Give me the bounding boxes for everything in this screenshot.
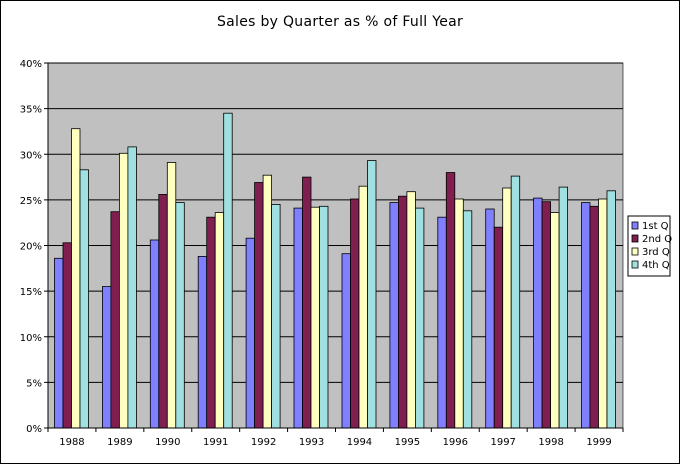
bar-3rd-q <box>358 185 368 429</box>
bar-4th-q <box>223 112 233 429</box>
y-tick-label: 0% <box>26 424 42 435</box>
bar-4th-q <box>510 175 521 429</box>
bar-4th-q <box>127 146 137 429</box>
bar-3rd-q <box>598 198 608 429</box>
bar-1st-q <box>341 253 351 429</box>
bar-1st-q <box>389 202 399 429</box>
x-tick-label: 1991 <box>203 437 228 448</box>
y-tick-label: 25% <box>20 196 42 207</box>
bar-2nd-q <box>62 242 72 429</box>
bar-2nd-q <box>350 198 360 429</box>
bar-1st-q <box>197 255 208 429</box>
legend: 1st Q 2nd Q 3rd Q 4th Q <box>627 215 672 277</box>
bar-1st-q <box>245 237 256 429</box>
legend-swatch <box>631 234 639 243</box>
bar-4th-q <box>319 205 329 429</box>
bar-1st-q <box>581 202 591 429</box>
bar-4th-q <box>414 207 425 429</box>
bar-3rd-q <box>502 187 512 429</box>
x-tick-label: 1999 <box>586 437 611 448</box>
y-tick-label: 40% <box>20 59 42 70</box>
bar-4th-q <box>606 190 616 429</box>
bar-3rd-q <box>310 206 320 429</box>
bar-4th-q <box>558 186 568 429</box>
bar-2nd-q <box>541 201 551 429</box>
x-tick-label: 1988 <box>59 437 84 448</box>
legend-swatch <box>631 260 639 269</box>
bar-1st-q <box>485 208 495 429</box>
bar-2nd-q <box>206 216 216 429</box>
x-tick-label: 1989 <box>107 437 132 448</box>
y-tick-label: 15% <box>20 287 42 298</box>
x-tick-label: 1996 <box>443 437 468 448</box>
bar-4th-q <box>271 203 281 429</box>
y-tick-label: 5% <box>26 378 42 389</box>
x-tick-label: 1998 <box>538 437 563 448</box>
bar-2nd-q <box>445 172 456 429</box>
bar-2nd-q <box>302 176 312 429</box>
y-tick-label: 20% <box>20 242 42 253</box>
bar-3rd-q <box>71 128 81 429</box>
bars <box>54 112 616 429</box>
bar-3rd-q <box>406 191 416 429</box>
bar-4th-q <box>367 160 377 429</box>
legend-swatch <box>631 247 639 256</box>
axes: 0% 5% 10% 15% 20% 25% 30% 35% 40% 1988 1989 1990 199… <box>20 59 624 448</box>
x-tick-label: 1994 <box>347 437 372 448</box>
y-tick-label: 35% <box>20 105 42 116</box>
y-tick-label: 30% <box>20 150 42 161</box>
bar-3rd-q <box>454 198 464 429</box>
legend-label: 4th Q <box>642 260 670 271</box>
bar-2nd-q <box>589 205 599 429</box>
bar-3rd-q <box>119 152 129 429</box>
bar-3rd-q <box>262 174 273 429</box>
bar-1st-q <box>102 286 112 429</box>
bar-1st-q <box>437 216 447 429</box>
bar-2nd-q <box>254 182 264 429</box>
bar-1st-q <box>54 257 64 429</box>
chart-title: Sales by Quarter as % of Full Year <box>216 14 464 30</box>
bar-1st-q <box>293 207 303 429</box>
x-tick-label: 1990 <box>155 437 180 448</box>
bar-4th-q <box>175 202 185 429</box>
legend-label: 2nd Q <box>642 234 672 245</box>
bar-2nd-q <box>397 195 408 429</box>
y-tick-label: 10% <box>20 333 42 344</box>
plot-border <box>47 62 624 429</box>
bar-2nd-q <box>493 226 504 429</box>
bar-4th-q <box>79 169 89 429</box>
bar-1st-q <box>533 197 543 429</box>
bar-3rd-q <box>550 212 560 429</box>
bar-2nd-q <box>110 211 120 429</box>
bar-1st-q <box>149 239 160 429</box>
bar-3rd-q <box>214 212 225 429</box>
bar-3rd-q <box>166 162 177 429</box>
x-tick-label: 1997 <box>490 437 515 448</box>
legend-label: 1st Q <box>642 221 669 232</box>
x-tick-label: 1992 <box>251 437 276 448</box>
bar-4th-q <box>462 210 473 429</box>
legend-label: 3rd Q <box>642 247 670 258</box>
x-tick-label: 1993 <box>299 437 324 448</box>
bar-2nd-q <box>158 193 168 429</box>
legend-swatch <box>631 221 639 230</box>
x-tick-label: 1995 <box>395 437 420 448</box>
